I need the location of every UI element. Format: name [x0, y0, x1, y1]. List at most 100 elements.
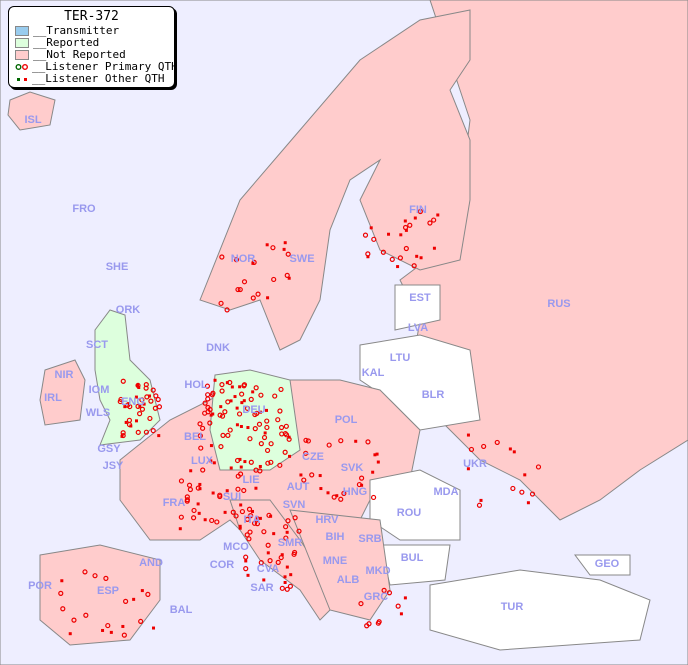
listener-primary-qth-marker: [250, 295, 256, 301]
country-label-ork: ORK: [116, 304, 141, 316]
listener-other-qth-marker: [419, 256, 423, 260]
germany: [209, 369, 301, 471]
listener-other-qth-marker: [399, 612, 403, 616]
country-label-ltu: LTU: [390, 352, 411, 364]
listener-other-qth-marker: [258, 516, 262, 520]
listener-primary-qth-marker: [535, 464, 542, 470]
listener-primary-qth-marker: [254, 410, 260, 416]
listener-primary-qth-marker: [241, 487, 247, 494]
turkey: [429, 569, 651, 651]
listener-primary-qth-marker: [227, 427, 233, 433]
listener-primary-qth-marker: [220, 432, 226, 438]
listener-primary-qth-marker: [224, 307, 230, 313]
small-square-icon: [15, 75, 28, 83]
listener-primary-qth-marker: [218, 443, 224, 450]
listener-other-qth-marker: [132, 597, 136, 601]
listener-other-qth-marker: [508, 447, 512, 451]
listener-other-qth-marker: [387, 232, 391, 236]
listener-other-qth-marker: [239, 424, 243, 428]
listener-other-qth-marker: [403, 219, 407, 223]
baltic-no-data: [394, 284, 441, 331]
listener-other-qth-marker: [523, 473, 527, 477]
listener-primary-qth-marker: [143, 429, 150, 435]
listener-primary-qth-marker: [282, 431, 288, 437]
listener-other-qth-marker: [289, 573, 293, 577]
listener-primary-qth-marker: [427, 220, 433, 226]
listener-primary-qth-marker: [178, 514, 184, 520]
listener-primary-qth-marker: [252, 426, 258, 432]
country-label-fro: FRO: [72, 203, 96, 215]
listener-other-qth-marker: [288, 454, 292, 458]
listener-other-qth-marker: [209, 459, 213, 463]
listener-other-qth-marker: [283, 575, 287, 579]
listener-primary-qth-marker: [153, 393, 159, 399]
listener-other-qth-marker: [198, 482, 202, 486]
listener-other-qth-marker: [265, 243, 269, 247]
listener-primary-qth-marker: [152, 405, 158, 411]
listener-primary-qth-marker: [236, 411, 243, 417]
listener-primary-qth-marker: [266, 512, 272, 518]
listener-primary-qth-marker: [247, 529, 253, 535]
iberia: [39, 544, 161, 646]
listener-other-qth-marker: [280, 553, 284, 557]
listener-primary-qth-marker: [417, 208, 423, 215]
listener-primary-qth-marker: [120, 378, 126, 384]
listener-other-qth-marker: [479, 498, 483, 502]
listener-primary-qth-marker: [205, 396, 211, 402]
listener-primary-qth-marker: [338, 438, 344, 444]
listener-primary-qth-marker: [202, 400, 208, 406]
listener-other-qth-marker: [101, 628, 105, 632]
listener-other-qth-marker: [136, 383, 140, 387]
country-label-bel: BEL: [184, 431, 206, 443]
listener-other-qth-marker: [285, 530, 289, 534]
listener-other-qth-marker: [121, 624, 125, 628]
listener-primary-qth-marker: [243, 566, 249, 572]
country-label-esp: ESP: [97, 585, 119, 597]
listener-primary-qth-marker: [120, 430, 126, 436]
listener-primary-qth-marker: [227, 379, 233, 386]
listener-primary-qth-marker: [271, 276, 277, 283]
country-label-svk: SVK: [341, 462, 364, 474]
listener-other-qth-marker: [376, 460, 380, 464]
listener-primary-qth-marker: [241, 383, 247, 389]
listener-other-qth-marker: [238, 385, 242, 389]
listener-primary-qth-marker: [270, 245, 276, 251]
listener-primary-qth-marker: [117, 398, 123, 405]
country-label-lux: LUX: [191, 455, 214, 467]
listener-primary-qth-marker: [246, 506, 253, 512]
listener-primary-qth-marker: [207, 406, 213, 413]
listener-primary-qth-marker: [411, 263, 417, 269]
listener-primary-qth-marker: [233, 513, 239, 519]
listener-other-qth-marker: [238, 457, 242, 461]
listener-other-qth-marker: [209, 413, 213, 417]
listener-primary-qth-marker: [386, 590, 393, 596]
country-label-tur: TUR: [501, 601, 524, 613]
listener-other-qth-marker: [399, 233, 403, 237]
listener-other-qth-marker: [235, 406, 239, 410]
listener-other-qth-marker: [283, 581, 287, 585]
listener-primary-qth-marker: [268, 441, 274, 447]
listener-primary-qth-marker: [244, 532, 250, 538]
listener-other-qth-marker: [129, 424, 133, 428]
listener-primary-qth-marker: [494, 439, 500, 446]
listener-primary-qth-marker: [253, 467, 259, 473]
listener-primary-qth-marker: [214, 519, 220, 525]
listener-other-qth-marker: [134, 419, 138, 423]
listener-other-qth-marker: [109, 630, 113, 634]
listener-primary-qth-marker: [371, 236, 377, 242]
listener-other-qth-marker: [373, 453, 377, 457]
listener-primary-qth-marker: [243, 554, 249, 560]
listener-other-qth-marker: [198, 487, 202, 491]
listener-primary-qth-marker: [248, 396, 254, 402]
listener-primary-qth-marker: [283, 535, 289, 541]
listener-primary-qth-marker: [251, 259, 257, 265]
country-label-blr: BLR: [422, 389, 445, 401]
listener-primary-qth-marker: [264, 418, 270, 424]
listener-primary-qth-marker: [389, 256, 395, 263]
listener-primary-qth-marker: [210, 390, 216, 396]
legend-not-reported: __Not Reported: [9, 49, 174, 61]
listener-primary-qth-marker: [237, 286, 243, 293]
listener-primary-qth-marker: [402, 224, 409, 231]
listener-primary-qth-marker: [303, 450, 309, 456]
listener-primary-qth-marker: [219, 254, 225, 260]
